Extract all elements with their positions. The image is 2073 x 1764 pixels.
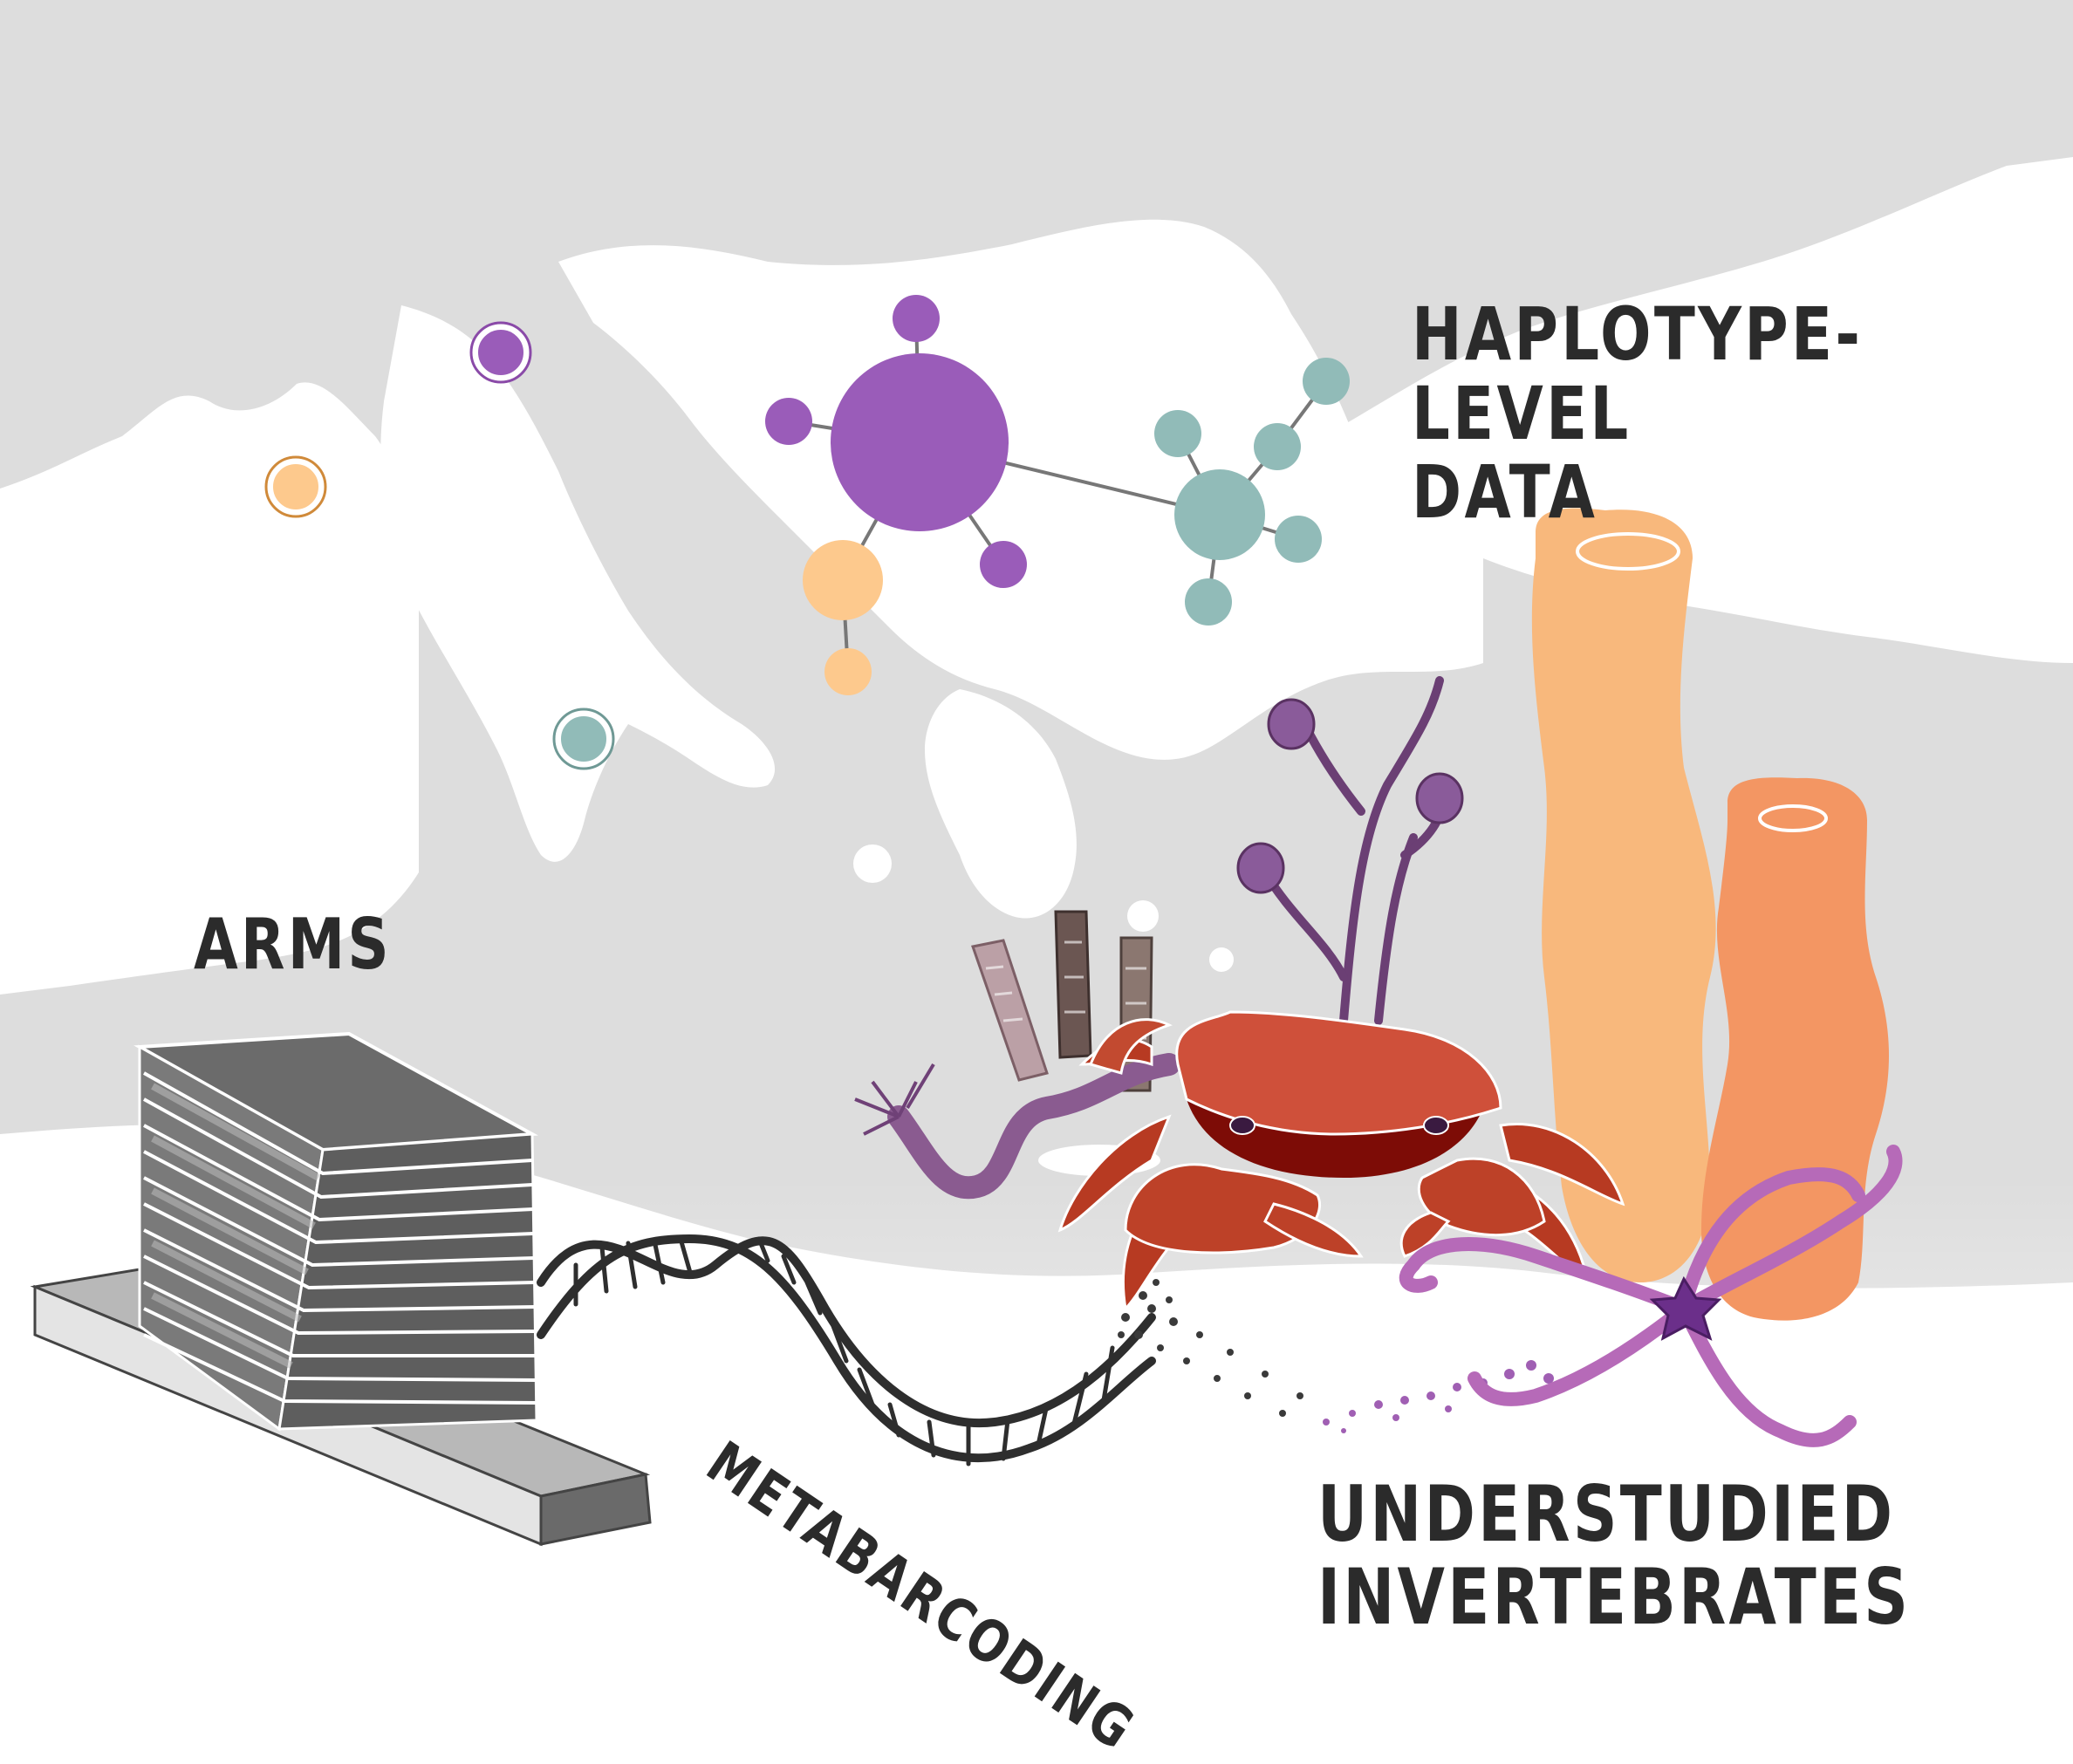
worm-tentacles: [854, 1063, 935, 1136]
site-point-purple: [471, 323, 530, 382]
sponges: [1531, 508, 1889, 1321]
purple-worm: [887, 1053, 1180, 1200]
haplotype-node: [1154, 410, 1201, 457]
island: [853, 844, 892, 883]
arms-plates: [143, 1071, 537, 1405]
haplotype-node: [803, 540, 883, 620]
island: [1127, 900, 1159, 932]
site-point-orange: [266, 457, 325, 516]
crab: [1057, 1010, 1625, 1312]
land-corsica: [182, 530, 219, 628]
haplotype-node: [765, 398, 812, 445]
haplotype-node: [1174, 469, 1265, 560]
tube-worms: [971, 910, 1153, 1092]
haplotype-node: [1275, 516, 1322, 563]
land-balkans: [558, 219, 1483, 760]
haplotype-node: [893, 295, 940, 342]
crab-eye: [1423, 1116, 1449, 1135]
brittle-star: [1399, 1145, 1903, 1447]
site-point-teal: [554, 709, 613, 769]
dna-helix: [537, 1234, 1156, 1467]
sampling-points: [264, 321, 615, 770]
sponge-tall: [1531, 508, 1716, 1282]
land-sardinia: [166, 661, 232, 808]
haplotype-nodes: [765, 295, 1350, 695]
haplotype-node: [980, 541, 1027, 588]
land-east: [1291, 157, 2073, 663]
crab-carapace: [1175, 1010, 1502, 1136]
crab-claw-left: [1124, 1163, 1321, 1255]
brittle-star-disc: [1649, 1275, 1722, 1341]
crab-eye: [1229, 1116, 1255, 1135]
understudied-invertebrates-label: UNDERSTUDIED INVERTEBRATES: [1317, 1469, 1912, 1643]
crab-claw-right: [1417, 1157, 1546, 1237]
haplotype-node: [824, 648, 872, 695]
island: [1209, 947, 1234, 972]
hydroid-polyps: [1236, 698, 1464, 894]
arms-label: ARMS: [194, 904, 392, 985]
arms-stack: [30, 1031, 652, 1547]
haplotype-node: [1303, 358, 1350, 405]
land-italy: [380, 305, 776, 862]
sponge-short: [1701, 777, 1889, 1321]
haplotype-node-main: [831, 353, 1009, 531]
land-greece: [925, 689, 1077, 919]
haplotype-level-data-label: HAPLOTYPE-LEVEL DATA: [1412, 291, 1864, 536]
haplotype-node: [1254, 423, 1301, 470]
haplotype-node: [1185, 578, 1232, 626]
